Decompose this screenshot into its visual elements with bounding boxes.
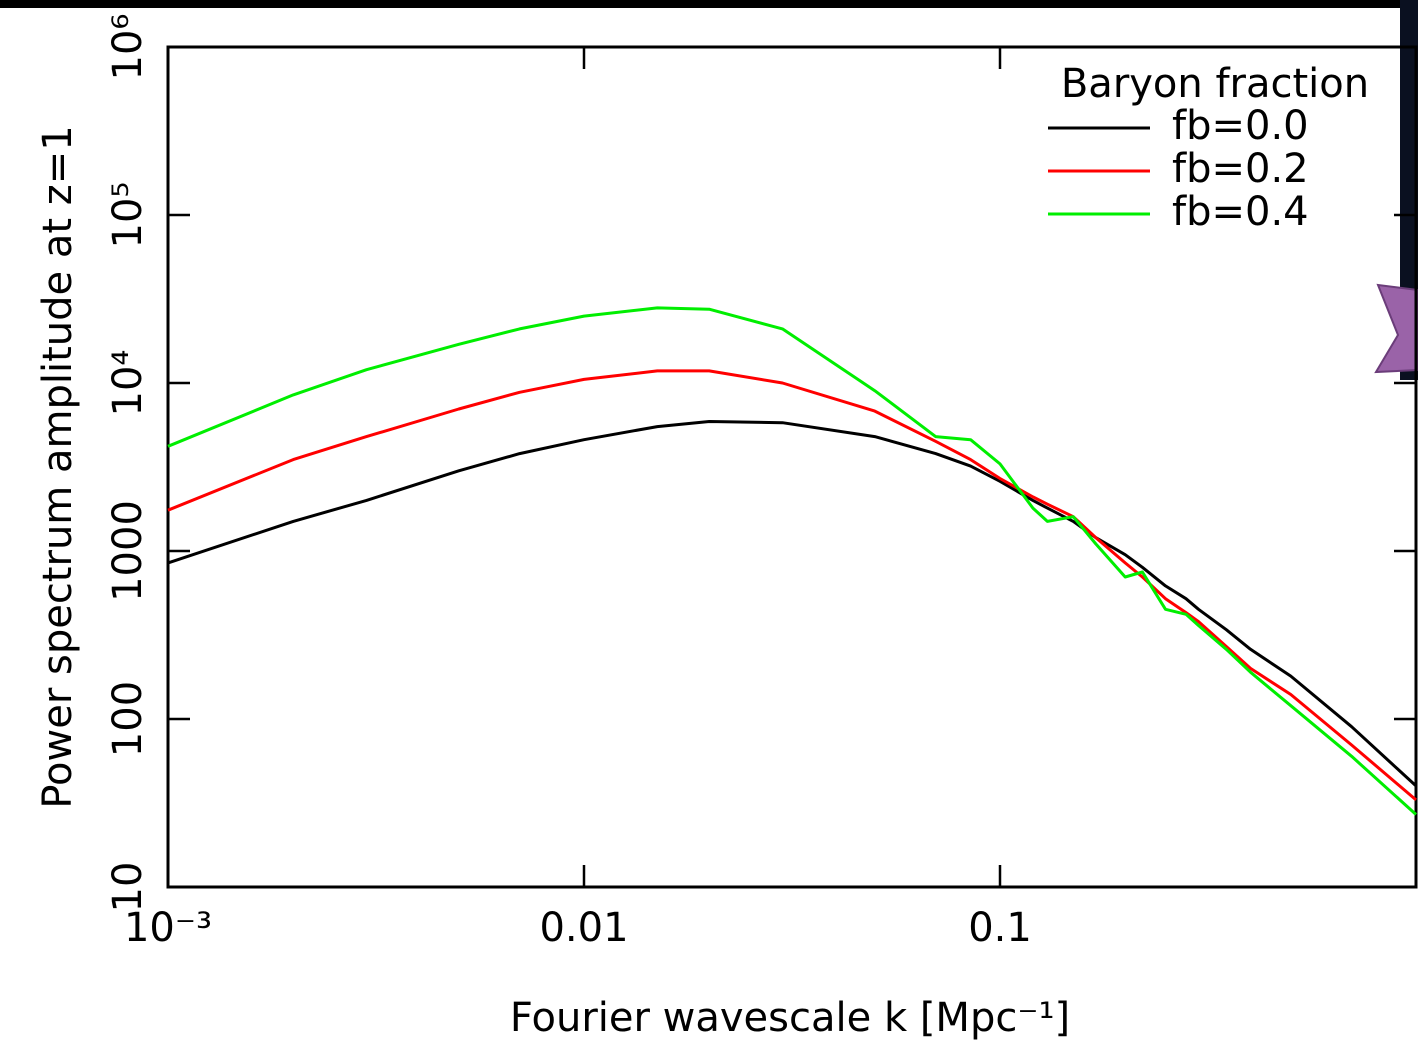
- arrow-decoration: [1374, 283, 1418, 374]
- series-line: [167, 420, 1418, 788]
- plot-background: [0, 8, 1418, 1051]
- x-tick-label: 10⁻³: [124, 905, 212, 951]
- series-line: [167, 369, 1417, 802]
- y-tick-label: 1000: [105, 500, 151, 602]
- legend-label: fb=0.2: [1172, 146, 1309, 192]
- y-tick-label: 10⁶: [105, 14, 151, 81]
- y-axis-title: Power spectrum amplitude at z=1: [35, 125, 81, 808]
- legend-title: Baryon fraction: [1061, 61, 1369, 107]
- background-strip: [1400, 0, 1418, 380]
- x-tick-label: 0.01: [539, 905, 628, 951]
- y-tick-label: 100: [105, 681, 151, 757]
- x-axis-title: Fourier wavescale k [Mpc⁻¹]: [510, 995, 1070, 1041]
- y-tick-label: 10: [105, 862, 151, 913]
- plot-frame: [166, 45, 1418, 889]
- series-line: [167, 306, 1418, 816]
- x-tick-label: 0.1: [968, 905, 1032, 951]
- legend-label: fb=0.4: [1172, 189, 1309, 235]
- y-tick-label: 10⁵: [105, 182, 151, 249]
- y-tick-label: 10⁴: [105, 350, 151, 417]
- legend-label: fb=0.0: [1172, 103, 1309, 149]
